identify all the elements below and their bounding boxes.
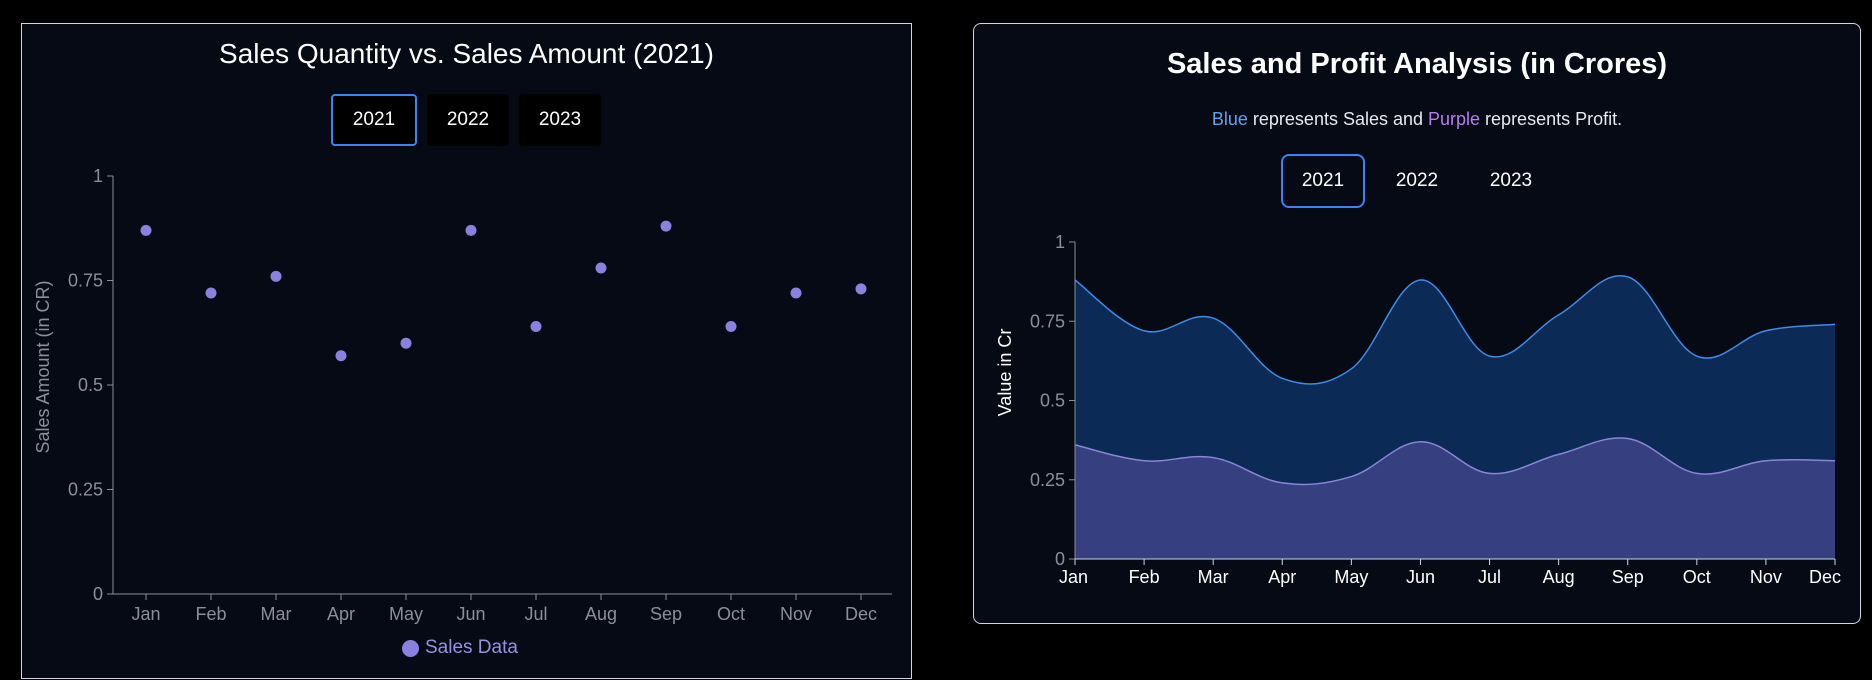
scatter-y-tick-label: 0.5 xyxy=(78,375,103,395)
area-x-tick-label: Aug xyxy=(1543,567,1575,587)
scatter-chart-title: Sales Quantity vs. Sales Amount (2021) xyxy=(219,38,714,69)
scatter-x-tick-label: Dec xyxy=(845,604,877,624)
scatter-x-tick-label: Jul xyxy=(524,604,547,624)
scatter-point[interactable] xyxy=(335,350,347,362)
scatter-point[interactable] xyxy=(725,320,737,332)
area-x-tick-label: Jun xyxy=(1406,567,1435,587)
scatter-point[interactable] xyxy=(400,337,412,349)
sales-line xyxy=(1074,275,1836,385)
scatter-legend-label: Sales Data xyxy=(425,637,518,658)
area-x-tick-label: Jan xyxy=(1059,567,1088,587)
area-y-tick-label: 0.75 xyxy=(1030,311,1065,331)
profit-line xyxy=(1074,437,1836,486)
area-chart-subtitle: Blue represents Sales and Purple represe… xyxy=(974,109,1860,130)
scatter-point[interactable] xyxy=(465,224,477,236)
area-y-tick-label: 1 xyxy=(1055,232,1065,252)
scatter-chart-panel: Sales Quantity vs. Sales Amount (2021) 2… xyxy=(21,23,912,679)
scatter-point[interactable] xyxy=(530,320,542,332)
scatter-x-tick-label: Sep xyxy=(650,604,682,624)
scatter-y-tick-label: 0.75 xyxy=(68,271,103,291)
scatter-x-tick-label: Apr xyxy=(327,604,355,624)
scatter-x-tick-label: May xyxy=(389,604,423,624)
subtitle-purple-word: Purple xyxy=(1428,109,1481,129)
profit-area[interactable] xyxy=(1075,437,1835,559)
area-x-tick-label: Jul xyxy=(1478,567,1501,587)
area-year-2021-button[interactable]: 2021 xyxy=(1281,154,1365,208)
scatter-legend[interactable]: Sales Data xyxy=(402,637,518,659)
scatter-x-tick-label: Nov xyxy=(780,604,812,624)
scatter-x-tick-label: Aug xyxy=(585,604,617,624)
scatter-x-tick-label: Oct xyxy=(717,604,745,624)
area-year-2022-button[interactable]: 2022 xyxy=(1375,154,1459,208)
scatter-point[interactable] xyxy=(270,270,282,282)
area-y-tick-label: 0 xyxy=(1055,549,1065,569)
area-x-tick-label: Apr xyxy=(1268,567,1296,587)
scatter-year-2023-button[interactable]: 2023 xyxy=(519,94,601,146)
scatter-year-selector: 2021 2022 2023 xyxy=(331,94,601,146)
scatter-point[interactable] xyxy=(205,287,217,299)
scatter-point[interactable] xyxy=(660,220,672,232)
scatter-x-tick-label: Jan xyxy=(131,604,160,624)
area-chart-plot: 0 0.25 0.5 0.75 1 Jan Feb Mar Apr May Jun Jul Aug Sep… xyxy=(995,232,1841,587)
scatter-point[interactable] xyxy=(140,224,152,236)
scatter-x-tick-label: Feb xyxy=(195,604,226,624)
scatter-y-axis-title: Sales Amount (in CR) xyxy=(33,280,53,453)
area-y-tick-label: 0.5 xyxy=(1040,391,1065,411)
scatter-x-tick-label: Jun xyxy=(456,604,485,624)
subtitle-end-text: represents Profit. xyxy=(1480,109,1623,129)
area-year-selector: 2021 2022 2023 xyxy=(1281,154,1553,208)
area-x-tick-label: Nov xyxy=(1750,567,1782,587)
scatter-year-2022-button[interactable]: 2022 xyxy=(427,94,509,146)
scatter-chart-plot: 0 0.25 0.5 0.75 1 Jan Feb Mar Apr May Jun Jul Aug Sep… xyxy=(33,166,892,624)
area-y-tick-label: 0.25 xyxy=(1030,470,1065,490)
scatter-y-tick-label: 0.25 xyxy=(68,480,103,500)
subtitle-blue-word: Blue xyxy=(1211,109,1248,129)
area-x-tick-label: Feb xyxy=(1129,567,1160,587)
subtitle-mid-text: represents Sales and xyxy=(1247,109,1429,129)
area-year-2023-button[interactable]: 2023 xyxy=(1469,154,1553,208)
scatter-point[interactable] xyxy=(855,283,867,295)
scatter-point[interactable] xyxy=(595,262,607,274)
scatter-point[interactable] xyxy=(790,287,802,299)
area-chart-panel: Sales and Profit Analysis (in Crores) Bl… xyxy=(973,23,1861,624)
area-y-axis-title: Value in Cr xyxy=(995,329,1015,417)
area-x-tick-label: Mar xyxy=(1198,567,1229,587)
scatter-legend-marker-icon xyxy=(402,639,419,657)
area-x-tick-label: May xyxy=(1334,567,1368,587)
area-x-tick-label: Oct xyxy=(1683,567,1711,587)
scatter-x-tick-label: Mar xyxy=(261,604,292,624)
area-chart-title: Sales and Profit Analysis (in Crores) xyxy=(1166,48,1668,80)
scatter-y-tick-label: 0 xyxy=(93,584,103,604)
area-x-tick-label: Dec xyxy=(1809,567,1841,587)
area-x-tick-label: Sep xyxy=(1612,567,1644,587)
scatter-year-2021-button[interactable]: 2021 xyxy=(331,94,417,146)
scatter-y-tick-label: 1 xyxy=(93,166,103,186)
